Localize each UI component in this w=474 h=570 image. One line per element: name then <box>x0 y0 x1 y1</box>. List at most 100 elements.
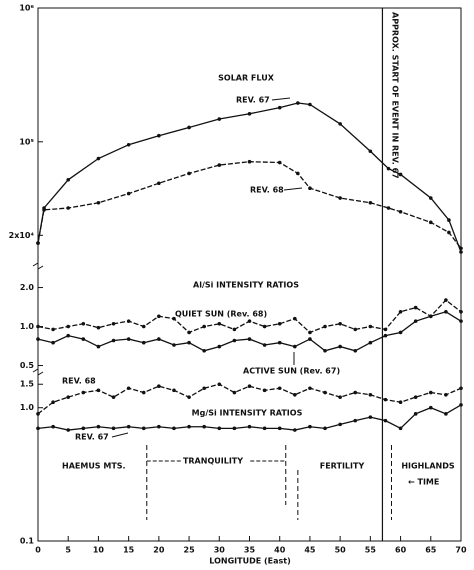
region-label: HAEMUS MTS. <box>62 462 126 471</box>
data-point <box>111 395 116 399</box>
data-point <box>308 186 312 190</box>
data-point <box>447 218 451 222</box>
data-point <box>308 330 312 335</box>
x-tick-label: 60 <box>395 546 407 555</box>
data-point <box>338 395 342 399</box>
data-point <box>51 327 55 332</box>
data-point <box>413 319 418 323</box>
data-point <box>111 321 116 326</box>
data-point <box>126 424 131 429</box>
data-point <box>386 206 391 210</box>
data-point <box>353 327 358 332</box>
event-label: APPROX. START OF EVENT IN REV. 67 <box>391 12 400 179</box>
x-tick-label: 55 <box>365 546 377 555</box>
data-point <box>459 403 463 407</box>
data-point <box>353 390 358 395</box>
data-point <box>217 163 222 167</box>
x-tick-label: 5 <box>65 546 71 555</box>
data-point <box>141 426 146 431</box>
data-point <box>428 314 433 319</box>
y-tick-label: 1.0 <box>20 322 35 331</box>
x-tick-label: 10 <box>93 546 105 555</box>
data-point <box>459 250 463 254</box>
x-tick-label: 50 <box>335 546 347 555</box>
data-point <box>157 384 161 389</box>
data-point <box>398 426 403 431</box>
leader <box>283 187 303 191</box>
data-point <box>96 200 101 205</box>
y-tick-label: 2.0 <box>20 283 35 292</box>
data-point <box>141 390 146 395</box>
data-point <box>96 424 101 429</box>
data-point <box>398 172 403 177</box>
data-point <box>262 324 267 329</box>
data-point <box>202 424 206 429</box>
data-point <box>262 426 267 431</box>
data-point <box>368 415 373 419</box>
data-point <box>157 181 161 186</box>
x-axis-label: LONGITUDE (East) <box>209 557 290 566</box>
data-point <box>353 418 358 423</box>
data-point <box>172 316 176 321</box>
data-point <box>308 337 312 341</box>
data-point <box>368 200 373 205</box>
data-point <box>323 390 327 395</box>
data-point <box>172 426 176 431</box>
data-point <box>368 392 373 397</box>
data-point <box>96 325 101 330</box>
data-point <box>187 171 191 176</box>
data-point <box>277 426 282 431</box>
data-point <box>66 324 71 329</box>
data-point <box>81 321 86 326</box>
data-point <box>126 386 131 391</box>
data-point <box>111 338 116 343</box>
data-point <box>42 208 46 212</box>
data-point <box>296 171 300 176</box>
data-point <box>383 397 388 402</box>
data-point <box>232 338 237 343</box>
x-tick-label: 15 <box>123 546 135 555</box>
data-point <box>66 333 71 338</box>
y-tick-label: 0.1 <box>20 537 35 546</box>
data-point <box>293 344 297 349</box>
region-label: HIGHLANDS <box>401 462 455 471</box>
y-tick-label: 0.5 <box>20 361 35 370</box>
data-point <box>459 309 463 314</box>
panel-title: Mg/Si INTENSITY RATIOS <box>192 409 303 418</box>
data-point <box>202 324 206 329</box>
axis-break <box>32 262 44 376</box>
data-point <box>262 388 267 393</box>
data-point <box>383 327 388 332</box>
data-point <box>247 337 252 341</box>
data-point <box>141 324 146 329</box>
data-point <box>126 191 131 196</box>
data-point <box>413 395 418 399</box>
x-tick-label: 25 <box>184 546 196 555</box>
data-point <box>386 166 391 171</box>
data-point <box>338 344 342 349</box>
data-point <box>66 177 71 182</box>
data-point <box>293 428 297 432</box>
data-point <box>447 230 451 235</box>
data-point <box>157 337 161 341</box>
time-label: ← TIME <box>408 478 439 487</box>
y-tick-label: 10⁵ <box>19 137 34 146</box>
data-point <box>413 305 418 310</box>
data-point <box>141 340 146 345</box>
data-point <box>217 117 222 121</box>
data-point <box>187 395 191 399</box>
x-tick-label: 35 <box>244 546 256 555</box>
y-tick-label: 10⁶ <box>19 4 34 13</box>
data-point <box>277 321 282 326</box>
series-label: REV. 67 <box>236 96 270 105</box>
data-point <box>232 327 237 332</box>
data-point <box>36 324 40 329</box>
region-label: TRANQUILITY <box>183 457 243 466</box>
data-point <box>338 321 342 326</box>
data-point <box>247 159 252 164</box>
series-label: REV. 68 <box>62 377 96 386</box>
data-point <box>157 314 161 319</box>
data-point <box>338 122 342 126</box>
data-point <box>187 340 191 345</box>
data-point <box>36 412 40 416</box>
